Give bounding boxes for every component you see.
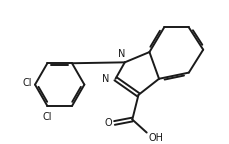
Text: Cl: Cl [43, 112, 52, 122]
Text: O: O [105, 118, 112, 128]
Text: N: N [102, 74, 109, 84]
Text: OH: OH [148, 133, 163, 143]
Text: N: N [118, 49, 125, 59]
Text: Cl: Cl [23, 78, 32, 88]
